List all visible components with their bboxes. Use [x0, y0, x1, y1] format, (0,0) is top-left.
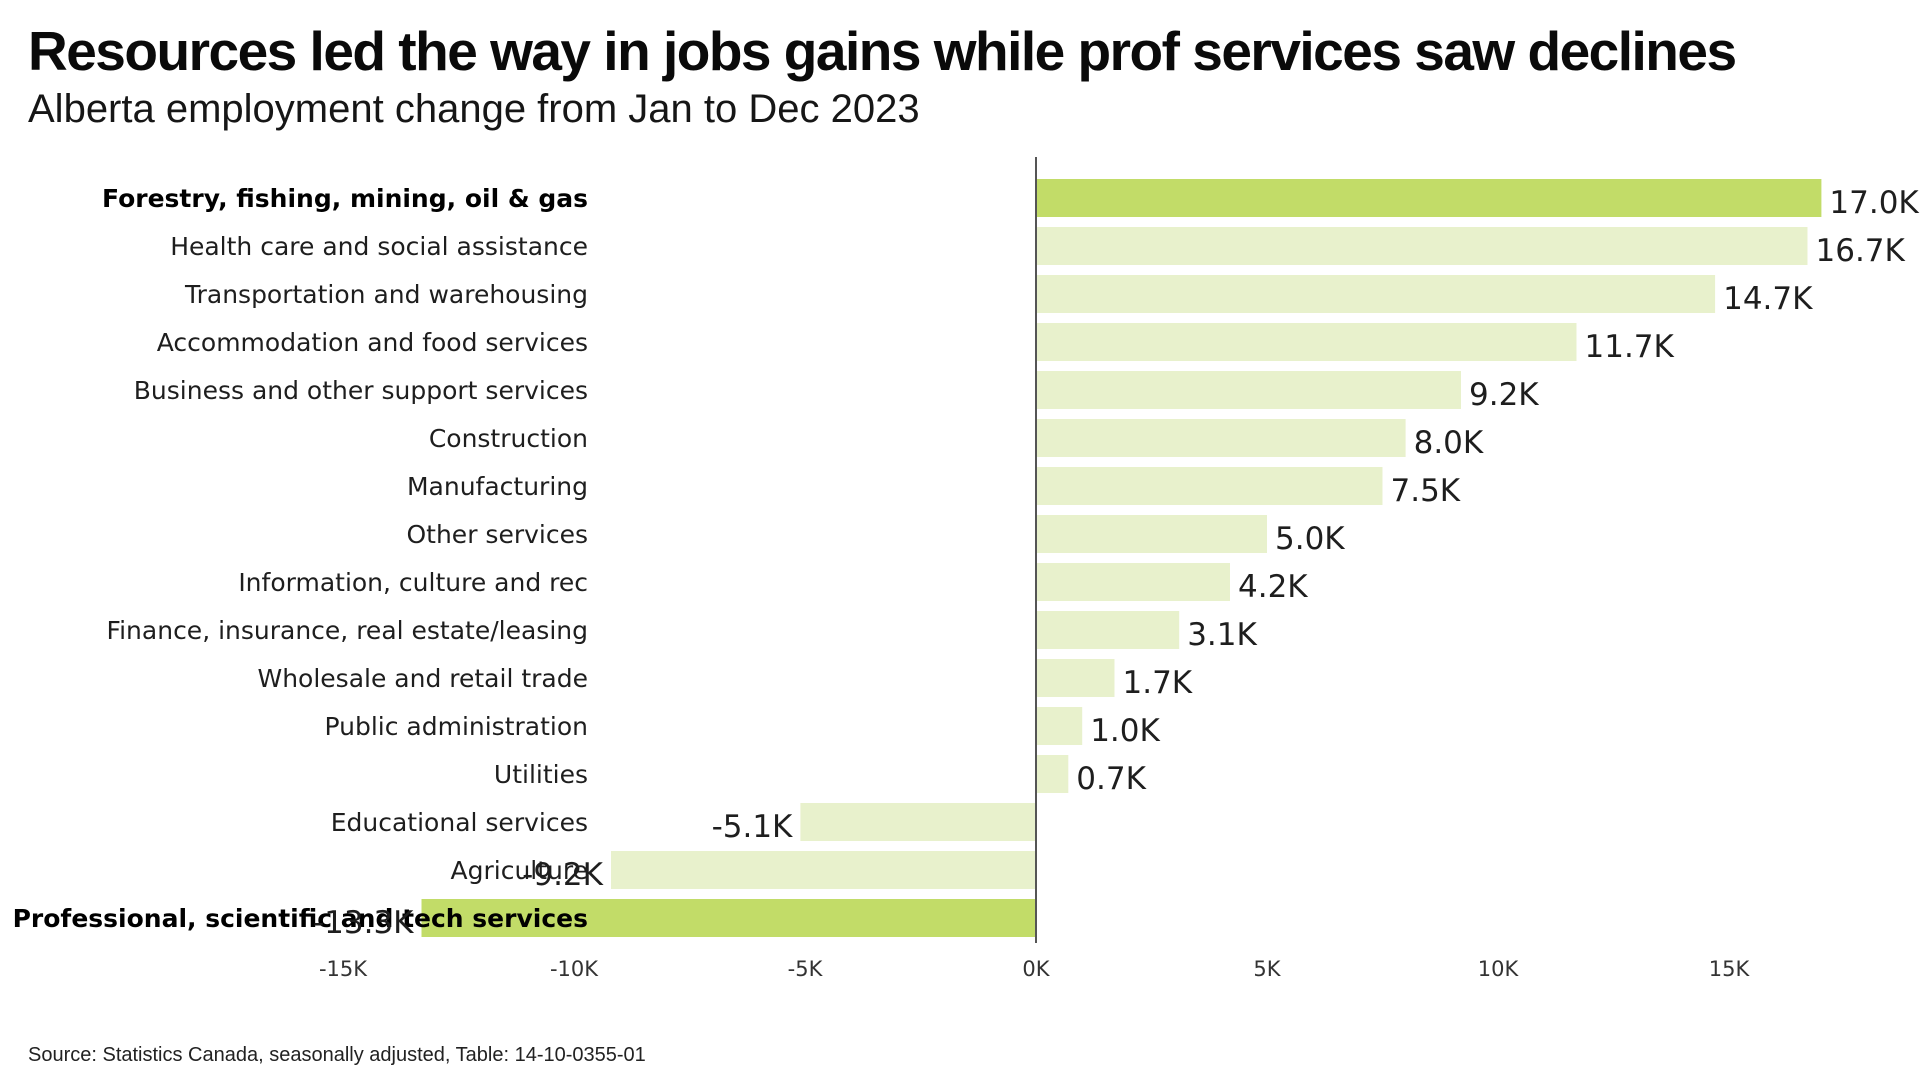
category-label: Forestry, fishing, mining, oil & gas [102, 184, 588, 213]
value-label: 5.0K [1275, 521, 1345, 557]
category-label: Information, culture and rec [238, 568, 588, 597]
category-label: Agriculture [451, 856, 589, 885]
category-label: Business and other support services [134, 376, 588, 405]
bar-13 [800, 803, 1036, 841]
value-label: 1.7K [1123, 665, 1193, 701]
value-label: 17.0K [1829, 185, 1919, 221]
bar-2 [1036, 275, 1716, 313]
x-tick-label: 10K [1478, 957, 1520, 981]
x-tick-label: 15K [1709, 957, 1751, 981]
value-label: 11.7K [1585, 329, 1675, 365]
category-label: Manufacturing [407, 472, 588, 501]
bar-7 [1036, 515, 1267, 553]
value-label: 3.1K [1187, 617, 1257, 653]
bar-0 [1036, 179, 1822, 217]
category-label: Educational services [331, 808, 588, 837]
category-label: Construction [429, 424, 588, 453]
value-label: 14.7K [1723, 281, 1813, 317]
bar-15 [421, 899, 1036, 937]
category-label: Finance, insurance, real estate/leasing [107, 616, 588, 645]
value-label: -5.1K [712, 809, 793, 845]
value-label: 0.7K [1076, 761, 1146, 797]
category-label: Professional, scientific and tech servic… [13, 904, 588, 933]
bar-chart: Forestry, fishing, mining, oil & gas 17.0… [13, 157, 1919, 981]
value-label: 7.5K [1391, 473, 1461, 509]
bar-1 [1036, 227, 1808, 265]
bar-14 [611, 851, 1036, 889]
value-label: 1.0K [1090, 713, 1160, 749]
bar-10 [1036, 659, 1115, 697]
category-label: Accommodation and food services [157, 328, 588, 357]
bar-4 [1036, 371, 1461, 409]
value-label: -13.3K [313, 905, 414, 941]
bar-5 [1036, 419, 1406, 457]
value-label: 4.2K [1238, 569, 1308, 605]
x-tick-label: -5K [788, 957, 824, 981]
value-label: 8.0K [1414, 425, 1484, 461]
bar-8 [1036, 563, 1230, 601]
chart-title: Resources led the way in jobs gains whil… [28, 20, 1737, 82]
bar-12 [1036, 755, 1069, 793]
x-tick-label: -15K [319, 957, 368, 981]
bar-6 [1036, 467, 1383, 505]
value-label: -9.2K [522, 857, 603, 893]
value-label: 9.2K [1469, 377, 1539, 413]
source-note: Source: Statistics Canada, seasonally ad… [28, 1044, 646, 1066]
category-label: Wholesale and retail trade [257, 664, 588, 693]
category-label: Utilities [494, 760, 588, 789]
bar-3 [1036, 323, 1577, 361]
bar-11 [1036, 707, 1083, 745]
x-tick-label: 5K [1253, 957, 1281, 981]
x-tick-label: 0K [1022, 957, 1050, 981]
chart-subtitle: Alberta employment change from Jan to De… [28, 87, 920, 131]
category-label: Transportation and warehousing [184, 280, 588, 309]
category-label: Public administration [324, 712, 588, 741]
x-tick-label: -10K [550, 957, 599, 981]
category-label: Health care and social assistance [170, 232, 588, 261]
category-label: Other services [406, 520, 588, 549]
value-label: 16.7K [1816, 233, 1906, 269]
bar-9 [1036, 611, 1180, 649]
